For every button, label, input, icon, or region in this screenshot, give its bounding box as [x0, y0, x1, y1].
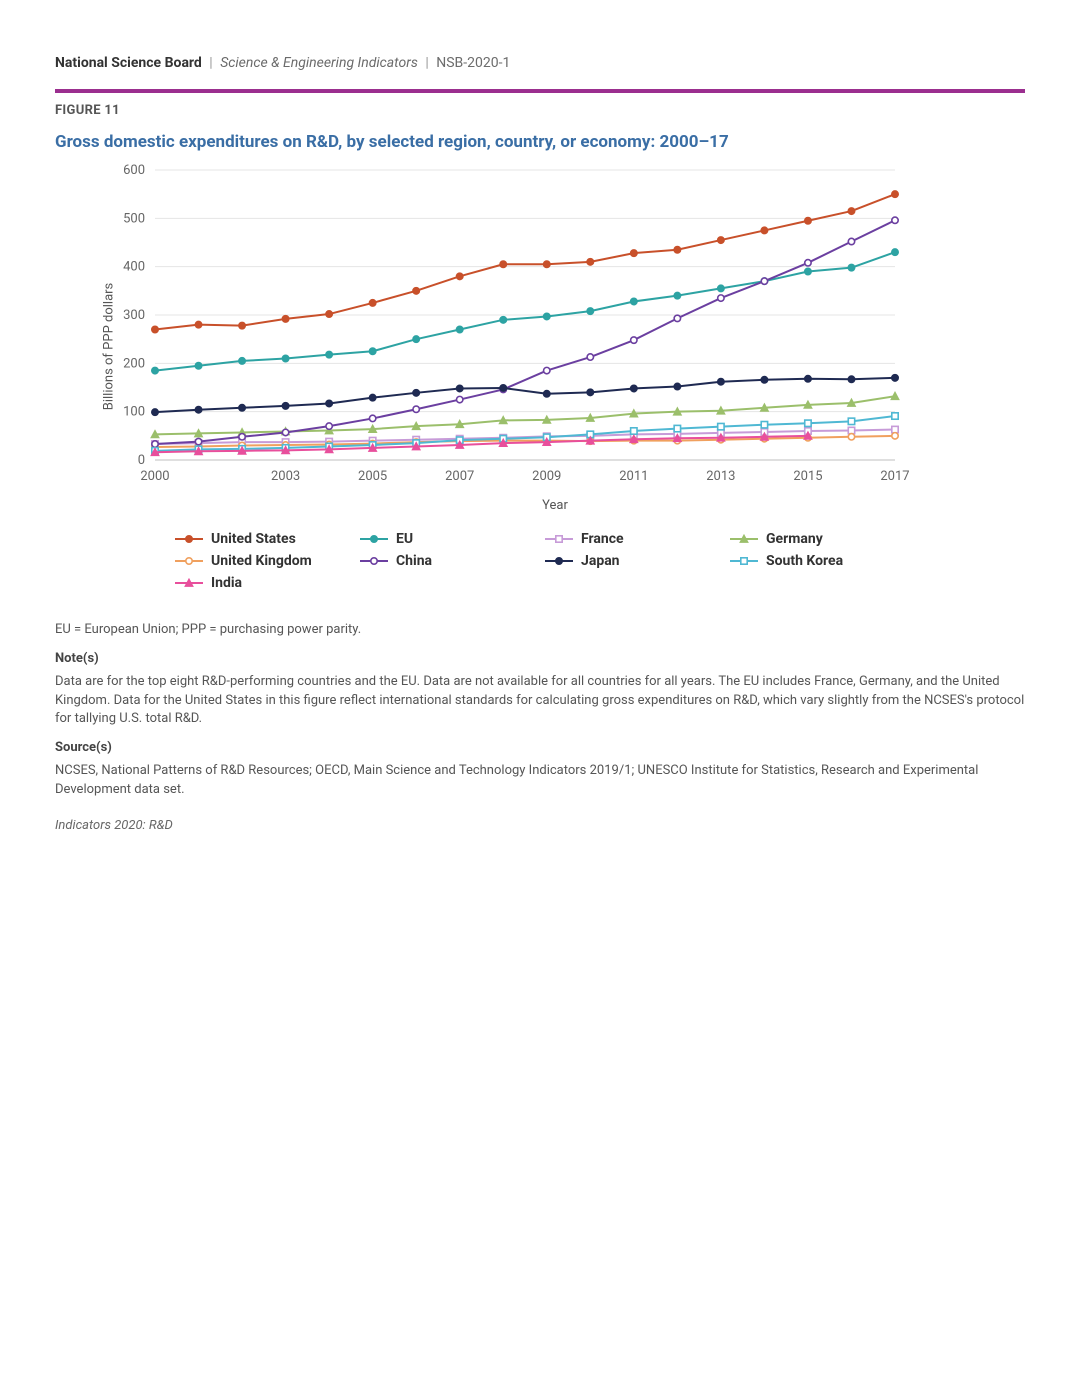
- svg-text:2005: 2005: [358, 469, 387, 484]
- legend-swatch: [360, 532, 388, 546]
- legend-swatch: [360, 554, 388, 568]
- legend-label: China: [396, 553, 432, 569]
- legend-item: India: [175, 575, 340, 591]
- legend-item: EU: [360, 531, 525, 547]
- x-axis-title: Year: [85, 498, 1025, 513]
- svg-text:2015: 2015: [793, 469, 822, 484]
- figure-title: Gross domestic expenditures on R&D, by s…: [55, 132, 1025, 152]
- legend-item: France: [545, 531, 710, 547]
- legend-label: Germany: [766, 531, 823, 547]
- notes-text: Data are for the top eight R&D-performin…: [55, 673, 1025, 730]
- doc-id: NSB-2020-1: [436, 55, 510, 71]
- footer-line: Indicators 2020: R&D: [55, 818, 1025, 833]
- svg-text:2017: 2017: [880, 469, 909, 484]
- svg-text:400: 400: [123, 260, 145, 275]
- svg-text:2003: 2003: [271, 469, 300, 484]
- svg-text:200: 200: [123, 356, 145, 371]
- legend-label: United States: [211, 531, 296, 547]
- legend-item: South Korea: [730, 553, 895, 569]
- svg-text:500: 500: [123, 211, 145, 226]
- legend-swatch: [175, 532, 203, 546]
- legend-swatch: [545, 554, 573, 568]
- legend-swatch: [730, 532, 758, 546]
- legend: United States EU France Germany United Kingd…: [175, 531, 895, 591]
- source-text: NCSES, National Patterns of R&D Resource…: [55, 762, 1025, 800]
- abbrev-line: EU = European Union; PPP = purchasing po…: [55, 621, 1025, 640]
- org-name: National Science Board: [55, 55, 202, 71]
- figure-label: FIGURE 11: [55, 103, 1025, 118]
- header-rule: [55, 89, 1025, 93]
- legend-label: EU: [396, 531, 413, 547]
- notes-block: EU = European Union; PPP = purchasing po…: [55, 621, 1025, 800]
- legend-label: United Kingdom: [211, 553, 312, 569]
- svg-text:300: 300: [123, 308, 145, 323]
- svg-text:2009: 2009: [532, 469, 561, 484]
- svg-text:2011: 2011: [619, 469, 648, 484]
- doc-header: National Science Board | Science & Engin…: [55, 55, 1025, 71]
- legend-item: Japan: [545, 553, 710, 569]
- svg-text:2000: 2000: [140, 469, 169, 484]
- legend-swatch: [175, 576, 203, 590]
- legend-swatch: [175, 554, 203, 568]
- notes-label: Note(s): [55, 650, 1025, 669]
- publication-name: Science & Engineering Indicators: [220, 55, 418, 71]
- line-chart: Billions of PPP dollars 0 100 200 300 400 500…: [55, 164, 1025, 513]
- legend-item: United Kingdom: [175, 553, 340, 569]
- svg-text:0: 0: [138, 453, 145, 468]
- svg-text:100: 100: [123, 405, 145, 420]
- y-axis-title: Billions of PPP dollars: [101, 282, 116, 410]
- legend-label: Japan: [581, 553, 620, 569]
- legend-item: United States: [175, 531, 340, 547]
- legend-label: France: [581, 531, 624, 547]
- legend-label: South Korea: [766, 553, 843, 569]
- source-label: Source(s): [55, 739, 1025, 758]
- svg-text:600: 600: [123, 164, 145, 178]
- svg-text:2007: 2007: [445, 469, 474, 484]
- legend-item: Germany: [730, 531, 895, 547]
- legend-swatch: [545, 532, 573, 546]
- chart-svg: 0 100 200 300 400 500 600 2000 2003 2005 2007 2009 2…: [85, 164, 915, 490]
- legend-item: China: [360, 553, 525, 569]
- legend-label: India: [211, 575, 242, 591]
- legend-swatch: [730, 554, 758, 568]
- svg-text:2013: 2013: [706, 469, 735, 484]
